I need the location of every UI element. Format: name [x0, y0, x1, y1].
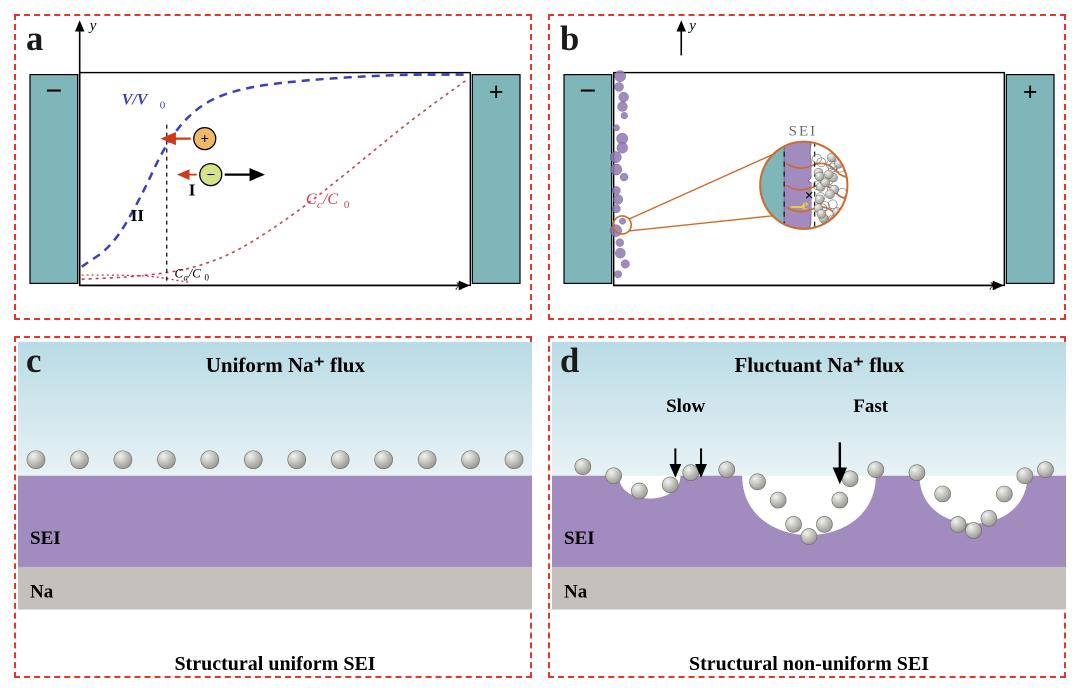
svg-text:0: 0	[344, 199, 350, 211]
na-ion	[375, 451, 393, 469]
na-ion	[816, 516, 832, 532]
svg-text:c: c	[317, 199, 322, 211]
svg-text:+: +	[200, 132, 209, 148]
svg-text:Slow: Slow	[666, 396, 705, 417]
na-ion	[662, 477, 678, 493]
na-ion	[935, 486, 951, 502]
panel-d-svg: Fluctuant Na⁺ flux SEI Na Slow Fast Structura…	[550, 338, 1068, 680]
svg-text:/C: /C	[187, 265, 201, 280]
svg-text:×: ×	[805, 188, 814, 205]
svg-text:−: −	[206, 168, 215, 184]
na-ion	[288, 451, 306, 469]
na-ion	[996, 486, 1012, 502]
panel-b-svg: −+yxe×SEI	[550, 16, 1068, 322]
panel-c: c Uniform Na⁺ flux SEI Na Structural uniform…	[14, 336, 532, 678]
na-ion	[244, 451, 262, 469]
na-ion	[157, 451, 175, 469]
na-ion	[750, 474, 766, 490]
svg-text:0: 0	[160, 100, 166, 112]
figure-root: a−+yxV/V0Cc/C0Ca/C0III+−b−+yxe×SEIcUnifo…	[0, 0, 1080, 692]
caption: Structural uniform SEI	[174, 653, 375, 675]
na-ion	[950, 516, 966, 532]
na-ion	[868, 462, 884, 478]
svg-text:y: y	[687, 18, 696, 34]
row-bottom: c Uniform Na⁺ flux SEI Na Structural uniform…	[14, 336, 1066, 678]
na-ion	[770, 492, 786, 508]
na-ion	[418, 451, 436, 469]
svg-text:x: x	[455, 277, 463, 293]
na-ion	[965, 522, 981, 538]
na-ion	[201, 451, 219, 469]
svg-text:C: C	[306, 191, 317, 208]
na-ion	[70, 451, 88, 469]
svg-text:x: x	[989, 277, 997, 293]
na-ion	[114, 451, 132, 469]
svg-text:/C: /C	[322, 191, 338, 208]
svg-text:+: +	[1023, 78, 1038, 107]
na-ion	[606, 468, 622, 484]
svg-text:II: II	[131, 206, 145, 225]
svg-text:−: −	[579, 75, 596, 108]
panel-label-d: d	[560, 342, 579, 381]
svg-text:0: 0	[204, 272, 209, 282]
na-ion	[631, 483, 647, 499]
na-ion	[27, 451, 45, 469]
caption: Structural non-uniform SEI	[689, 653, 929, 675]
svg-text:I: I	[189, 181, 196, 200]
svg-text:+: +	[489, 78, 504, 107]
svg-text:SEI: SEI	[789, 124, 818, 140]
panel-a-svg: −+yxV/V0Cc/C0Ca/C0III+−	[16, 16, 534, 322]
na-ion	[981, 510, 997, 526]
na-ion	[1017, 468, 1033, 484]
na-ion	[786, 516, 802, 532]
panel-label-c: c	[26, 342, 41, 381]
svg-text:y: y	[88, 18, 97, 34]
title: Fluctuant Na⁺ flux	[734, 353, 904, 377]
svg-text:Na: Na	[564, 582, 588, 603]
na-ion	[801, 529, 817, 545]
panel-c-svg: Uniform Na⁺ flux SEI Na Structural uniform …	[16, 338, 534, 680]
svg-text:C: C	[174, 265, 183, 280]
svg-text:V/V: V/V	[122, 92, 149, 109]
curve-cc	[82, 79, 469, 279]
svg-text:SEI: SEI	[30, 528, 61, 549]
na-ion	[683, 465, 699, 481]
na-ion	[575, 459, 591, 475]
na-ion	[462, 451, 480, 469]
panel-a: a−+yxV/V0Cc/C0Ca/C0III+−	[14, 14, 532, 320]
na-ion	[909, 465, 925, 481]
svg-text:Na: Na	[30, 582, 54, 603]
svg-text:Fast: Fast	[853, 396, 889, 417]
row-top: a−+yxV/V0Cc/C0Ca/C0III+−b−+yxe×SEI	[14, 14, 1066, 320]
na-ion	[505, 451, 523, 469]
na-ion	[832, 492, 848, 508]
na-ion	[719, 462, 735, 478]
svg-text:SEI: SEI	[564, 528, 595, 549]
panel-label-a: a	[26, 20, 43, 59]
panel-label-b: b	[560, 20, 579, 59]
na-ion	[331, 451, 349, 469]
na-ion	[1037, 462, 1053, 478]
panel-d: d Fluctuant Na⁺ flux SEI Na Slow Fast Structur…	[548, 336, 1066, 678]
svg-text:−: −	[45, 75, 62, 108]
panel-b: b−+yxe×SEI	[548, 14, 1066, 320]
title: Uniform Na⁺ flux	[206, 353, 366, 377]
na-ion	[842, 471, 858, 487]
